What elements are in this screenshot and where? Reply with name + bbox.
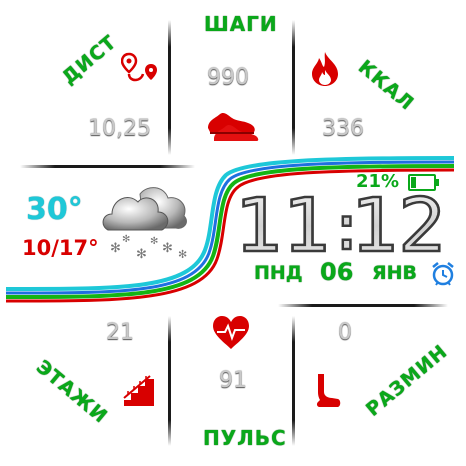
flame-icon — [312, 52, 338, 86]
divider-top-left — [168, 20, 171, 155]
sneaker-icon — [208, 112, 259, 141]
svg-text:✻: ✻ — [150, 236, 158, 247]
warmup-value: 0 — [338, 320, 352, 345]
svg-text:✻: ✻ — [162, 241, 173, 256]
divider-left — [20, 165, 195, 168]
divider-top-right — [292, 20, 295, 155]
pulse-label: ПУЛЬС — [203, 426, 287, 450]
svg-text:✻: ✻ — [110, 241, 121, 256]
weather-temp-range: 10/17° — [22, 236, 99, 260]
clock-hours: 11 — [234, 185, 330, 261]
date-weekday: ПНД — [254, 262, 303, 284]
weather-temperature: 30° — [26, 192, 83, 227]
battery-percent: 21% — [356, 171, 400, 192]
floors-value: 21 — [106, 320, 134, 345]
divider-bottom-right — [292, 316, 295, 446]
svg-text:✻: ✻ — [122, 234, 130, 245]
svg-text:✻: ✻ — [178, 248, 187, 261]
date-day: 06 — [320, 258, 354, 286]
battery-icon — [408, 174, 436, 191]
clock-separator: : — [328, 191, 365, 261]
battery-tip — [436, 179, 439, 186]
divider-bottom — [278, 304, 448, 307]
steps-label: ШАГИ — [204, 12, 278, 36]
svg-text:✻: ✻ — [136, 247, 147, 262]
stairs-icon — [123, 375, 154, 406]
route-pin-icon — [121, 52, 157, 82]
snow-cloud-icon: ✻ ✻ ✻ ✻ ✻ ✻ — [102, 187, 187, 262]
digital-clock: 11 : 12 — [234, 185, 446, 261]
battery-fill — [411, 177, 416, 188]
alarm-clock-icon — [432, 262, 454, 286]
calories-value: 336 — [322, 116, 364, 141]
leg-stretch-icon — [316, 374, 341, 407]
steps-value: 990 — [207, 65, 249, 90]
heart-pulse-icon — [213, 316, 249, 349]
date-month: ЯНВ — [372, 262, 418, 284]
clock-minutes: 12 — [350, 185, 446, 261]
distance-value: 10,25 — [88, 116, 151, 141]
divider-bottom-left — [168, 316, 171, 446]
pulse-value: 91 — [219, 368, 247, 393]
